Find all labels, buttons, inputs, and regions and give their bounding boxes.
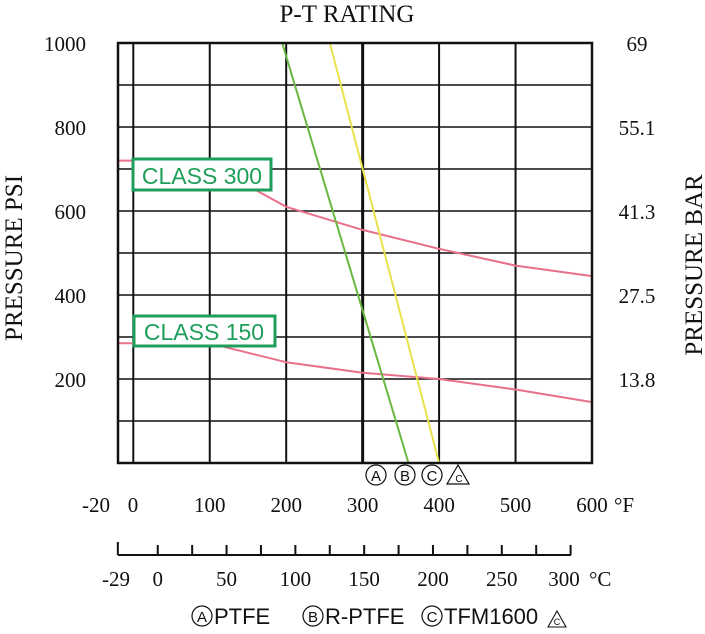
x-tick-c-5: 200 xyxy=(417,567,449,591)
class-300-label: CLASS 300 xyxy=(131,157,273,192)
legend-text-B: R-PTFE xyxy=(325,604,404,629)
end-marker-triangle-letter: C xyxy=(455,474,462,485)
end-marker-circle-C xyxy=(421,464,443,486)
y-tick-bar-4: 69 xyxy=(627,32,648,56)
y-tick-bar-2: 41.3 xyxy=(619,200,656,224)
grid xyxy=(118,42,592,463)
series-line-class150 xyxy=(118,342,593,404)
x-tick-c-1: 0 xyxy=(153,567,164,591)
x-tick-c-3: 100 xyxy=(280,567,312,591)
legend-triangle xyxy=(547,609,567,628)
x-tick-c-2: 50 xyxy=(216,567,237,591)
end-marker-A: A xyxy=(371,468,381,485)
end-marker-circle-B xyxy=(394,464,416,486)
y-axis-label-bar: PRESSURE BAR xyxy=(681,174,705,356)
plot-border xyxy=(116,41,594,465)
x-tick-c-7: 300 xyxy=(548,567,580,591)
y-tick-bar-1: 27.5 xyxy=(619,284,656,308)
x-unit-celsius: °C xyxy=(589,567,611,591)
end-marker-C: C xyxy=(427,468,438,485)
x-tick-c-6: 250 xyxy=(486,567,518,591)
legend-triangle-letter: C xyxy=(554,617,561,627)
series-line-C xyxy=(328,42,441,464)
class-150-text: CLASS 150 xyxy=(144,319,264,345)
legend: A PTFE B R-PTFE C TFM1600 C xyxy=(191,604,567,629)
legend-text-C: TFM1600 xyxy=(444,604,538,629)
x-tick-f-7: 600 xyxy=(576,493,608,517)
y-tick-bar-0: 13.8 xyxy=(619,368,656,392)
class-150-label: CLASS 150 xyxy=(132,314,277,348)
x-ticks-fahrenheit: -20 0 100 200 300 400 500 600 xyxy=(82,493,608,517)
series-line-B xyxy=(281,42,410,464)
y-axis-label-psi: PRESSURE PSI xyxy=(1,175,28,341)
y-tick-psi-2: 600 xyxy=(55,200,87,224)
x-tick-f-0: -20 xyxy=(82,493,110,517)
x-tick-f-5: 400 xyxy=(423,493,455,517)
y-tick-psi-0: 200 xyxy=(55,368,87,392)
celsius-axis: -29 0 50 100 150 200 250 300 xyxy=(102,542,580,591)
legend-mark-A: A xyxy=(197,609,207,626)
y-ticks-bar: 13.8 27.5 41.3 55.1 69 xyxy=(619,32,656,392)
legend-mark-C: C xyxy=(427,609,438,626)
chart-title: P-T RATING xyxy=(280,1,415,28)
x-tick-c-0: -29 xyxy=(102,567,130,591)
x-tick-f-3: 200 xyxy=(270,493,302,517)
legend-circle-B xyxy=(302,605,324,627)
end-marker-circle-A xyxy=(365,464,387,486)
plot-frame xyxy=(116,41,594,465)
class-300-text: CLASS 300 xyxy=(142,163,262,189)
x-tick-f-2: 100 xyxy=(194,493,226,517)
x-tick-f-1: 0 xyxy=(128,493,139,517)
x-unit-fahrenheit: °F xyxy=(614,493,634,517)
y-tick-psi-3: 800 xyxy=(55,116,87,140)
x-tick-c-4: 150 xyxy=(348,567,380,591)
x-tick-f-4: 300 xyxy=(347,493,379,517)
legend-circle-C xyxy=(421,605,443,627)
x-tick-f-6: 500 xyxy=(500,493,532,517)
legend-circle-A xyxy=(191,605,213,627)
end-marker-triangle xyxy=(445,463,471,485)
legend-text-A: PTFE xyxy=(214,604,270,629)
y-tick-psi-4: 1000 xyxy=(44,32,86,56)
legend-mark-B: B xyxy=(308,609,318,626)
y-ticks-psi: 200 400 600 800 1000 xyxy=(44,32,86,392)
y-tick-bar-3: 55.1 xyxy=(619,116,656,140)
end-marker-B: B xyxy=(400,468,410,485)
y-tick-psi-1: 400 xyxy=(55,284,87,308)
